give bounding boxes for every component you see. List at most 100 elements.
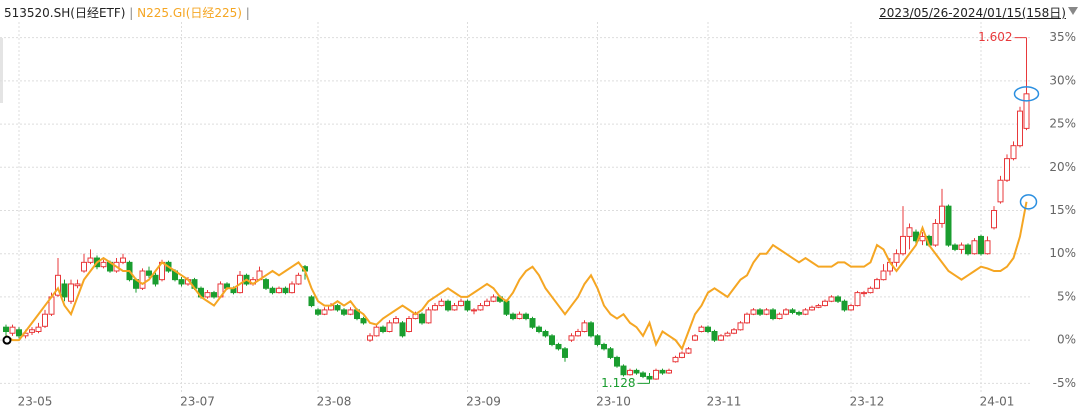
candle-body [802,309,809,315]
candle-body [828,296,835,302]
candle-body [81,261,87,272]
highlight-marker [1013,86,1040,102]
candle-body [620,365,627,376]
candle-body [939,205,945,224]
candle-body [3,326,9,332]
candle-body [458,300,464,307]
candle-body [835,296,841,302]
candle-body [289,283,295,294]
candle-body [965,244,971,255]
candle-body [347,309,354,315]
separator: | [129,6,134,20]
candle-body [510,313,516,320]
candle-body [601,343,607,350]
y-tick-label: 30% [1049,73,1076,87]
candle-body [770,309,776,320]
candle-body [490,296,497,302]
candle-body [861,292,867,295]
separator: | [245,6,250,20]
candle-body [900,235,906,255]
candle-body [958,244,965,250]
candle-body [640,372,646,377]
candle-body [386,322,393,333]
candle-body [549,335,555,345]
candle-body [594,335,601,345]
x-tick-label: 23-10 [596,395,631,409]
y-tick-label: 25% [1049,117,1076,131]
candle-body [757,309,763,315]
y-tick-label: 20% [1049,160,1076,174]
x-tick-label: 23-11 [707,395,742,409]
candle-body [477,305,484,311]
candle-body [1017,110,1023,147]
candle-body [100,261,107,268]
candle-body [796,311,802,315]
candle-body [315,309,321,315]
candle-body [360,318,367,324]
x-tick-label: 23-08 [317,395,352,409]
candle-body [854,292,861,307]
candle-body [666,369,672,374]
candle-body [698,326,705,332]
index-line [5,201,1028,351]
candle-body [1023,93,1030,129]
candle-body [679,352,685,358]
candle-body [471,309,477,312]
candle-body [776,313,783,320]
candle-body [87,257,94,263]
candle-body [581,322,588,333]
start-marker [2,335,12,345]
y-tick-label: 0% [1057,333,1076,347]
candle-body [139,270,146,289]
candle-body [152,274,159,285]
candle-body [321,309,328,315]
legend-item[interactable]: 513520.SH(日经ETF) [4,6,126,20]
candle-body [718,335,724,341]
candle-body [562,348,568,358]
candle-body [978,235,984,255]
y-tick-label: 35% [1049,30,1076,44]
header: 513520.SH(日经ETF) | N225.GI(日经225) | 2023… [0,0,1080,22]
candle-body [997,179,1004,203]
highlight-marker [1019,194,1038,210]
y-tick-label: 15% [1049,203,1076,217]
candle-body [445,300,451,311]
candle-body [867,287,874,294]
candle-body [536,326,542,332]
candle-body [724,332,731,337]
candle-body [815,305,822,308]
candle-body [451,305,458,311]
candle-body [575,331,581,337]
max-label: 1.602 [978,30,1012,44]
candle-body [68,283,74,302]
candle-body [646,375,653,380]
scroll-hint [0,38,3,103]
candle-body [425,309,432,324]
candle-body [419,313,425,324]
dropdown-icon[interactable] [1068,7,1078,15]
candle-body [334,305,341,311]
candle-body [204,292,211,298]
candle-body [731,329,737,334]
candle-body [529,318,536,328]
legend-item[interactable]: N225.GI(日经225) [137,6,242,20]
candle-body [874,279,880,289]
candle-body [484,300,490,307]
x-tick-label: 23-07 [180,395,215,409]
legend: 513520.SH(日经ETF) | N225.GI(日经225) | [4,4,250,21]
candle-body [991,210,997,229]
date-range[interactable]: 2023/05/26-2024/01/15(158日) [879,6,1066,20]
candle-body [880,270,887,281]
candle-body [627,369,633,376]
candle-body [269,287,276,294]
candle-body [672,356,679,363]
candle-body [919,235,926,242]
x-tick-label: 24-01 [980,395,1015,409]
candle-body [685,348,692,354]
candle-body [971,240,978,255]
candle-body [146,270,152,276]
candle-body [607,348,614,358]
candle-body [763,309,770,315]
candle-body [906,227,913,237]
candle-body [432,305,438,311]
